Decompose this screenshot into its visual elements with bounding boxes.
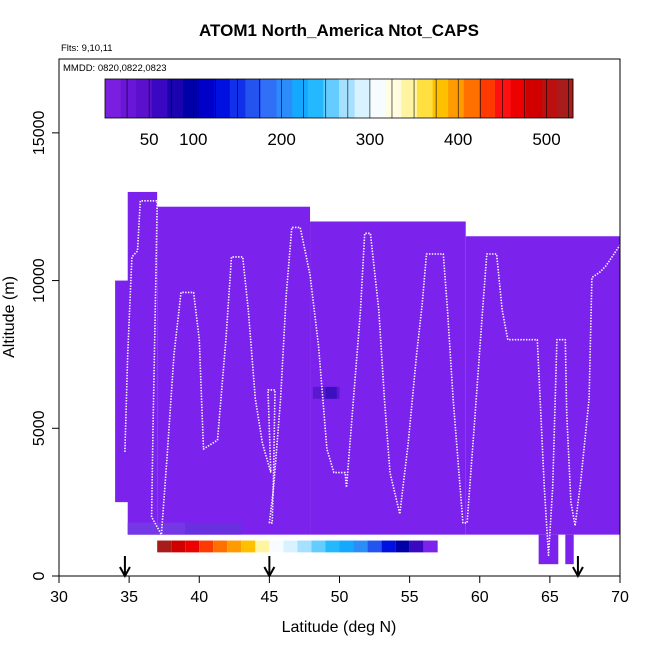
colorbar-swatch [183, 79, 199, 118]
colorbar-swatch [307, 79, 324, 118]
strip-cell [353, 540, 368, 553]
colorbar-swatch [276, 79, 293, 118]
strip-cell [381, 540, 396, 553]
data-fill-block [605, 265, 620, 399]
colorbar-tick-label: 50 [140, 130, 159, 149]
colorbar-swatch [463, 79, 480, 118]
colorbar-swatch [448, 79, 465, 118]
y-tick-label: 10000 [31, 258, 48, 303]
arrow-head [263, 566, 276, 579]
strip-cell [227, 540, 242, 553]
y-axis: 0 5000 10000 15000 [31, 111, 59, 580]
x-tick-label: 70 [611, 589, 629, 606]
colorbar-swatch [510, 79, 527, 118]
colorbar-swatch [292, 79, 309, 118]
colorbar-swatch [495, 79, 511, 118]
data-fill-block [157, 206, 311, 535]
data-fill-block [310, 221, 466, 535]
x-tick-label: 50 [331, 589, 349, 606]
strip-cell [409, 540, 424, 553]
x-tick-label: 40 [190, 589, 208, 606]
strip-cell [283, 540, 298, 553]
data-fill-block [115, 280, 130, 503]
strip-cell [367, 540, 382, 553]
strip-cell [255, 540, 270, 553]
arrow-markers [119, 556, 584, 579]
colorbar-tick-label: 200 [267, 130, 295, 149]
strip-cell [199, 540, 214, 553]
x-tick-label: 55 [401, 589, 419, 606]
x-axis: 30 35 40 45 50 55 60 65 70 [50, 576, 629, 606]
x-tick-label: 60 [471, 589, 489, 606]
bottom-strip [157, 540, 438, 553]
y-tick-label: 0 [31, 571, 48, 580]
colorbar-swatch [198, 79, 215, 118]
strip-cell [157, 540, 172, 553]
colorbar-swatch [526, 79, 543, 118]
y-tick-label: 15000 [31, 111, 48, 156]
strip-cell [339, 540, 354, 553]
flight-track-line [124, 200, 621, 557]
colorbar-swatch [105, 79, 121, 118]
colorbar-swatch [479, 79, 496, 118]
strip-cell [297, 540, 312, 553]
colored-cells [127, 386, 340, 535]
data-cell [325, 386, 337, 399]
flights-label: Flts: 9,10,11 [61, 43, 113, 54]
x-tick-label: 65 [541, 589, 559, 606]
colorbar-tick-label: 300 [356, 130, 384, 149]
colorbar-tick-labels: 50 100 200 300 400 500 [140, 130, 561, 149]
colorbar-swatch [261, 79, 277, 118]
strip-cell [213, 540, 228, 553]
data-cell [157, 522, 186, 535]
colorbar-swatch [432, 79, 449, 118]
colorbar-swatch [136, 79, 153, 118]
y-tick-label: 5000 [31, 410, 48, 446]
colorbar-swatch [370, 79, 387, 118]
y-axis-label: Altitude (m) [1, 276, 18, 358]
chart-title: ATOM1 North_America Ntot_CAPS [199, 21, 479, 40]
colorbar-swatch [245, 79, 262, 118]
strip-cell [311, 540, 326, 553]
colorbar-swatch [151, 79, 168, 118]
strip-cell [325, 540, 340, 553]
data-fill-block [565, 534, 574, 565]
colorbar-border [104, 78, 574, 119]
data-cell [127, 522, 158, 535]
colorbar-swatch [541, 79, 558, 118]
strip-cell [185, 540, 200, 553]
data-fill-block [465, 236, 620, 535]
colorbar-tick-label: 100 [179, 130, 207, 149]
colorbar-swatch [120, 79, 137, 118]
colorbar-swatch [214, 79, 231, 118]
colorbar-tick-label: 400 [444, 130, 472, 149]
colorbar-swatch [323, 79, 340, 118]
dates-label: MMDD: 0820,0822,0823 [63, 63, 167, 74]
data-fill-layer [115, 191, 620, 565]
strip-cell [269, 540, 284, 553]
x-tick-label: 45 [260, 589, 278, 606]
arrow-head [572, 566, 584, 579]
strip-cell [241, 540, 256, 553]
x-axis-label: Latitude (deg N) [282, 619, 397, 636]
colorbar-swatch [557, 79, 574, 118]
strip-cell [171, 540, 186, 553]
colorbar-swatch [167, 79, 184, 118]
colorbar-tick-label: 500 [532, 130, 560, 149]
x-tick-label: 30 [50, 589, 68, 606]
colorbar-swatch [417, 79, 433, 118]
colorbar-swatch [229, 79, 246, 118]
strip-cell [395, 540, 410, 553]
flight-track [124, 200, 621, 557]
colorbar-swatch [339, 79, 355, 118]
colorbar [104, 78, 574, 119]
data-cell [185, 522, 242, 535]
x-tick-label: 35 [120, 589, 138, 606]
strip-cell [423, 540, 438, 553]
arrow-head [119, 566, 131, 579]
colorbar-swatch [354, 79, 371, 118]
colorbar-swatch [385, 79, 402, 118]
colorbar-swatch [401, 79, 418, 118]
